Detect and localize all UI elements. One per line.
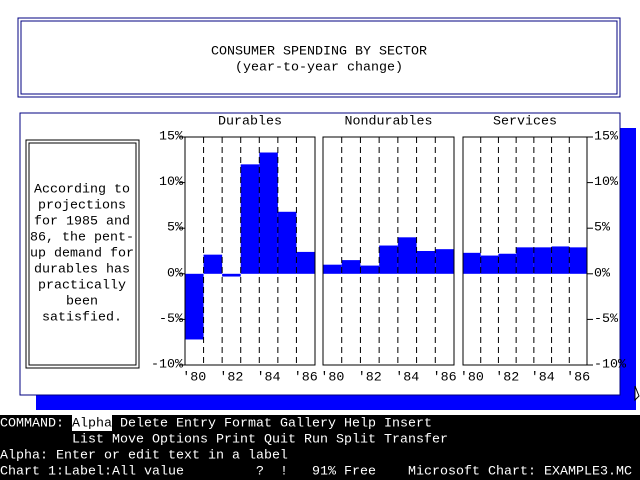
- menu-item[interactable]: Insert: [384, 417, 432, 432]
- y-tick-label: -5%: [594, 312, 618, 327]
- y-tick-label: 15%: [159, 130, 183, 145]
- y-tick-label: -10%: [594, 358, 626, 373]
- y-tick-label: 15%: [594, 130, 618, 145]
- y-tick-label: 10%: [159, 175, 183, 190]
- note-line: projections: [38, 199, 126, 214]
- bar: [259, 152, 278, 274]
- bar: [551, 246, 570, 274]
- title-box-inner: [20, 20, 618, 95]
- menu-item[interactable]: Transfer: [384, 433, 448, 448]
- bar: [463, 252, 481, 274]
- note-line: durables has: [34, 263, 130, 278]
- status-program: Microsoft Chart: EXAMPLE3.MC: [408, 465, 632, 480]
- status-alert: !: [280, 465, 288, 480]
- bar: [296, 251, 315, 274]
- x-tick-label: '82: [358, 371, 382, 386]
- panel-title: Nondurables: [345, 115, 433, 130]
- x-tick-label: '86: [566, 371, 590, 386]
- y-tick-label: -5%: [159, 312, 183, 327]
- bar: [498, 253, 517, 274]
- x-tick-label: '80: [182, 371, 206, 386]
- menu-item[interactable]: Alpha: [72, 417, 112, 432]
- status-query: ?: [256, 465, 264, 480]
- bar: [360, 265, 380, 274]
- panel-title: Services: [493, 115, 557, 130]
- bar: [569, 247, 587, 274]
- plot-frame: [462, 136, 588, 366]
- menu-highlight: [72, 415, 112, 431]
- note-line: practically: [38, 279, 126, 294]
- note-line: up demand for: [30, 247, 134, 262]
- bar: [480, 255, 499, 274]
- note-box: [25, 139, 140, 369]
- panel-title: Durables: [218, 115, 282, 130]
- bar: [516, 247, 534, 274]
- y-tick-label: 5%: [594, 221, 610, 236]
- mouse-cursor: [634, 385, 640, 402]
- x-tick-label: '80: [320, 371, 344, 386]
- bar: [240, 164, 260, 274]
- bar: [203, 254, 223, 274]
- bar: [416, 251, 436, 274]
- x-tick-label: '82: [219, 371, 243, 386]
- command-label: COMMAND:: [0, 417, 64, 432]
- menu-item[interactable]: Entry: [176, 417, 216, 432]
- note-line: According to: [34, 183, 130, 198]
- menu-item[interactable]: Split: [336, 433, 376, 448]
- message: Alpha: Enter or edit text in a label: [0, 449, 288, 464]
- y-tick-label: 0%: [167, 266, 183, 281]
- status-label: Chart 1:Label:All value: [0, 465, 184, 480]
- bar: [435, 249, 454, 274]
- x-tick-label: '84: [395, 371, 419, 386]
- chart-title: CONSUMER SPENDING BY SECTOR: [211, 45, 427, 60]
- y-tick-label: 10%: [594, 175, 618, 190]
- y-tick-label: 0%: [594, 266, 610, 281]
- note-line: for 1985 and: [34, 215, 130, 230]
- bar: [323, 264, 342, 274]
- plot-frame: [184, 136, 316, 366]
- menu-item[interactable]: List: [72, 433, 104, 448]
- bar: [533, 247, 552, 274]
- menu-item[interactable]: Gallery: [280, 417, 336, 432]
- x-tick-label: '86: [433, 371, 457, 386]
- bar: [379, 245, 398, 274]
- y-tick-label: 5%: [167, 221, 183, 236]
- note-box-inner: [28, 142, 137, 366]
- x-tick-label: '84: [257, 371, 281, 386]
- note-line: satisfied.: [42, 311, 122, 326]
- bar: [277, 211, 297, 274]
- title-box: [17, 17, 621, 98]
- note-line: been: [66, 295, 98, 310]
- x-tick-label: '84: [531, 371, 555, 386]
- bar: [222, 273, 241, 277]
- x-tick-label: '86: [294, 371, 318, 386]
- bar: [397, 237, 417, 274]
- menu-item[interactable]: Move: [112, 433, 144, 448]
- menu-item[interactable]: Print: [216, 433, 256, 448]
- x-tick-label: '82: [495, 371, 519, 386]
- menu-item[interactable]: Format: [224, 417, 272, 432]
- bar: [185, 273, 204, 340]
- note-line: 86, the pent-: [30, 231, 134, 246]
- menu-item[interactable]: Run: [304, 433, 328, 448]
- x-tick-label: '80: [460, 371, 484, 386]
- plot-frame: [322, 136, 455, 366]
- chart-subtitle: (year-to-year change): [235, 61, 403, 76]
- status-memory: 91% Free: [312, 465, 376, 480]
- menu-item[interactable]: Quit: [264, 433, 296, 448]
- bar: [341, 260, 361, 274]
- menu-item[interactable]: Options: [152, 433, 208, 448]
- menu-item[interactable]: Help: [344, 417, 376, 432]
- menu-item[interactable]: Delete: [120, 417, 168, 432]
- y-tick-label: -10%: [151, 358, 183, 373]
